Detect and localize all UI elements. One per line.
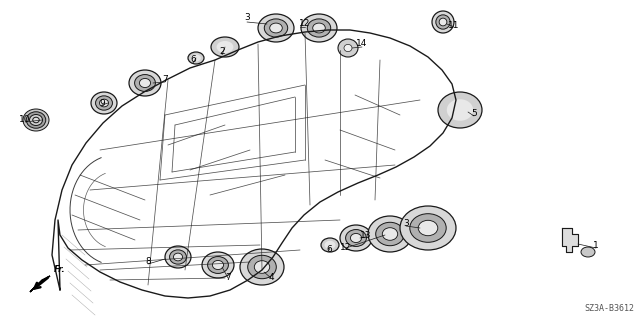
Text: 6: 6	[190, 56, 196, 64]
Text: 11: 11	[448, 20, 460, 29]
Ellipse shape	[26, 112, 45, 128]
Ellipse shape	[258, 14, 294, 42]
Text: 7: 7	[225, 273, 231, 283]
Ellipse shape	[418, 220, 438, 236]
Text: SZ3A-B3612: SZ3A-B3612	[584, 304, 634, 313]
Ellipse shape	[134, 75, 156, 92]
Ellipse shape	[439, 18, 447, 26]
Ellipse shape	[165, 246, 191, 268]
Ellipse shape	[173, 253, 182, 261]
Text: 9: 9	[99, 99, 105, 108]
Ellipse shape	[211, 37, 239, 57]
Ellipse shape	[29, 115, 42, 125]
Ellipse shape	[191, 55, 201, 62]
Ellipse shape	[307, 19, 331, 37]
Ellipse shape	[269, 23, 282, 33]
Polygon shape	[562, 228, 578, 252]
Ellipse shape	[432, 11, 454, 33]
Ellipse shape	[99, 99, 109, 107]
Ellipse shape	[188, 52, 204, 64]
Ellipse shape	[376, 222, 404, 246]
Ellipse shape	[351, 234, 362, 242]
Ellipse shape	[129, 70, 161, 96]
Text: 4: 4	[268, 273, 274, 283]
Ellipse shape	[324, 241, 335, 249]
Ellipse shape	[581, 247, 595, 257]
Ellipse shape	[438, 92, 482, 128]
Text: 8: 8	[145, 257, 151, 266]
Text: Fr.: Fr.	[54, 265, 66, 274]
Ellipse shape	[346, 230, 366, 247]
Text: 2: 2	[219, 48, 225, 56]
Ellipse shape	[216, 41, 234, 53]
Ellipse shape	[170, 250, 186, 264]
Polygon shape	[30, 276, 50, 292]
Ellipse shape	[301, 14, 337, 42]
Ellipse shape	[95, 96, 113, 110]
Ellipse shape	[400, 206, 456, 250]
Text: 10: 10	[19, 115, 31, 124]
Text: 7: 7	[162, 76, 168, 85]
Ellipse shape	[340, 225, 372, 251]
Ellipse shape	[33, 117, 39, 123]
Ellipse shape	[212, 260, 223, 270]
Ellipse shape	[264, 19, 288, 37]
Ellipse shape	[207, 256, 228, 273]
Ellipse shape	[447, 99, 473, 121]
Ellipse shape	[254, 261, 269, 273]
Ellipse shape	[344, 44, 352, 52]
Ellipse shape	[140, 78, 150, 87]
Ellipse shape	[248, 255, 276, 279]
Text: 1: 1	[593, 241, 599, 250]
Ellipse shape	[368, 216, 412, 252]
Ellipse shape	[240, 249, 284, 285]
Ellipse shape	[23, 109, 49, 131]
Ellipse shape	[313, 23, 325, 33]
Text: 5: 5	[471, 109, 477, 118]
Text: 14: 14	[356, 40, 368, 48]
Ellipse shape	[410, 214, 446, 242]
Ellipse shape	[321, 238, 339, 252]
Text: 6: 6	[326, 246, 332, 255]
Text: 12: 12	[300, 19, 310, 28]
Text: 12: 12	[340, 242, 352, 251]
Ellipse shape	[382, 228, 397, 240]
Text: 3: 3	[403, 219, 409, 228]
Ellipse shape	[202, 252, 234, 278]
Text: 13: 13	[360, 231, 372, 240]
Ellipse shape	[436, 15, 450, 29]
Ellipse shape	[91, 92, 117, 114]
Ellipse shape	[338, 39, 358, 57]
Text: 3: 3	[244, 13, 250, 23]
